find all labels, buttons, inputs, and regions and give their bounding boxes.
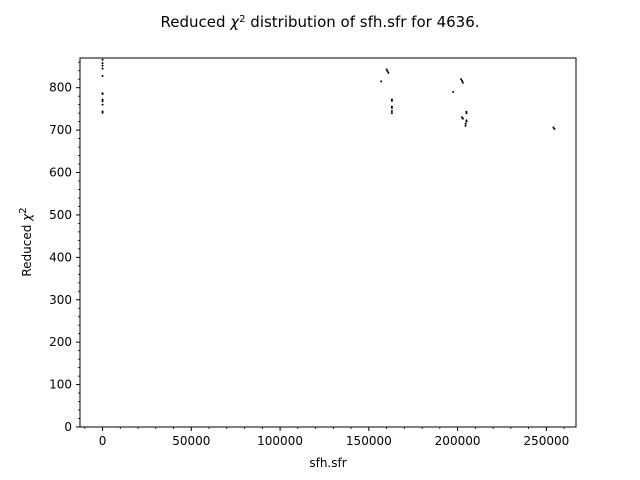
data-point — [101, 67, 104, 70]
data-point — [387, 71, 390, 74]
y-axis-label-sup: 2 — [18, 207, 29, 213]
chart-title: Reduced χ2 distribution of sfh.sfr for 4… — [160, 13, 479, 31]
y-tick-label: 500 — [49, 208, 72, 222]
data-point — [461, 79, 464, 82]
data-point — [460, 78, 463, 81]
y-axis-label-symbol: χ — [20, 213, 34, 222]
data-point — [465, 120, 468, 123]
data-point — [390, 99, 393, 102]
data-point — [380, 80, 383, 83]
y-tick-label: 700 — [49, 123, 72, 137]
chart-title-sup: 2 — [239, 14, 245, 25]
data-point — [101, 64, 104, 67]
data-point — [101, 58, 104, 61]
x-axis-label: sfh.sfr — [309, 456, 346, 470]
x-axis: 0 50000 100000 150000 200000 250000 — [84, 427, 569, 448]
data-point — [101, 103, 104, 106]
data-point — [464, 122, 467, 125]
data-point — [452, 90, 455, 93]
y-axis-label: Reduced χ2 — [18, 207, 35, 276]
y-tick-label: 200 — [49, 335, 72, 349]
x-tick-label: 50000 — [172, 434, 210, 448]
data-point — [101, 62, 104, 65]
data-point — [386, 70, 389, 73]
y-axis: 0 100 200 300 400 500 600 700 800 — [49, 61, 80, 434]
chart-title-prefix: Reduced — [160, 13, 230, 31]
x-tick-label: 200000 — [435, 434, 481, 448]
data-point — [385, 68, 388, 71]
data-point — [101, 100, 104, 103]
plot-area — [101, 58, 556, 130]
data-point — [461, 81, 464, 84]
chart-title-symbol: χ — [229, 13, 240, 31]
data-point — [101, 93, 104, 96]
plot-frame — [79, 57, 577, 428]
data-point — [464, 124, 467, 127]
y-tick-label: 100 — [49, 378, 72, 392]
x-tick-label: 0 — [99, 434, 107, 448]
data-point — [465, 112, 468, 115]
data-point — [461, 117, 464, 120]
y-tick-label: 400 — [49, 250, 72, 264]
data-point — [390, 112, 393, 115]
x-tick-label: 100000 — [257, 434, 303, 448]
y-tick-label: 0 — [64, 420, 72, 434]
data-point — [553, 127, 556, 130]
data-point — [390, 110, 393, 113]
x-tick-label: 150000 — [346, 434, 392, 448]
data-point — [390, 107, 393, 110]
y-tick-label: 300 — [49, 293, 72, 307]
y-tick-label: 600 — [49, 166, 72, 180]
data-point — [101, 98, 104, 101]
data-point — [101, 74, 104, 77]
x-tick-label: 250000 — [523, 434, 569, 448]
y-axis-label-prefix: Reduced — [20, 221, 34, 277]
data-point — [101, 111, 104, 114]
y-tick-label: 800 — [49, 81, 72, 95]
chart-title-suffix: distribution of sfh.sfr for 4636. — [246, 13, 480, 31]
